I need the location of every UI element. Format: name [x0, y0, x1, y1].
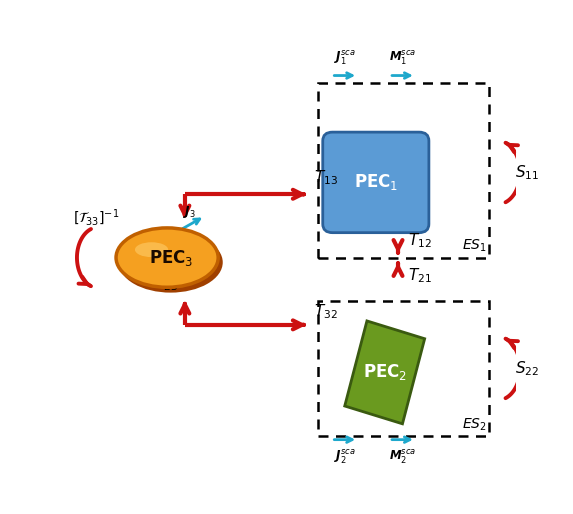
- Text: $T_{21}$: $T_{21}$: [408, 266, 431, 285]
- Text: $T_{23}$: $T_{23}$: [154, 274, 178, 293]
- FancyBboxPatch shape: [323, 132, 429, 233]
- Text: $\boldsymbol{M}_1^{sca}$: $\boldsymbol{M}_1^{sca}$: [389, 49, 416, 67]
- Text: PEC$_2$: PEC$_2$: [363, 362, 407, 382]
- Text: $S_{11}$: $S_{11}$: [515, 163, 539, 182]
- Text: $T_{31}$: $T_{31}$: [154, 226, 178, 245]
- Text: $\boldsymbol{J}_3$: $\boldsymbol{J}_3$: [183, 204, 195, 220]
- Text: PEC$_1$: PEC$_1$: [354, 172, 398, 192]
- Text: $ES_2$: $ES_2$: [462, 416, 487, 432]
- Text: $\boldsymbol{M}_2^{sca}$: $\boldsymbol{M}_2^{sca}$: [389, 448, 416, 466]
- Polygon shape: [345, 321, 425, 424]
- Text: $[\mathcal{T}_{33}]^{-1}$: $[\mathcal{T}_{33}]^{-1}$: [73, 208, 119, 228]
- Ellipse shape: [116, 228, 218, 287]
- Bar: [318, 301, 489, 436]
- Text: $\boldsymbol{J}_1^{sca}$: $\boldsymbol{J}_1^{sca}$: [334, 49, 356, 67]
- Ellipse shape: [119, 232, 223, 292]
- Text: $T_{13}$: $T_{13}$: [313, 169, 337, 187]
- Text: $ES_1$: $ES_1$: [462, 238, 487, 254]
- Text: $T_{32}$: $T_{32}$: [313, 302, 337, 321]
- Ellipse shape: [135, 242, 168, 257]
- Text: $\boldsymbol{J}_2^{sca}$: $\boldsymbol{J}_2^{sca}$: [334, 448, 356, 466]
- Bar: [318, 83, 489, 258]
- Text: $T_{12}$: $T_{12}$: [408, 231, 431, 250]
- Text: $S_{22}$: $S_{22}$: [515, 359, 539, 378]
- Text: PEC$_3$: PEC$_3$: [150, 248, 194, 268]
